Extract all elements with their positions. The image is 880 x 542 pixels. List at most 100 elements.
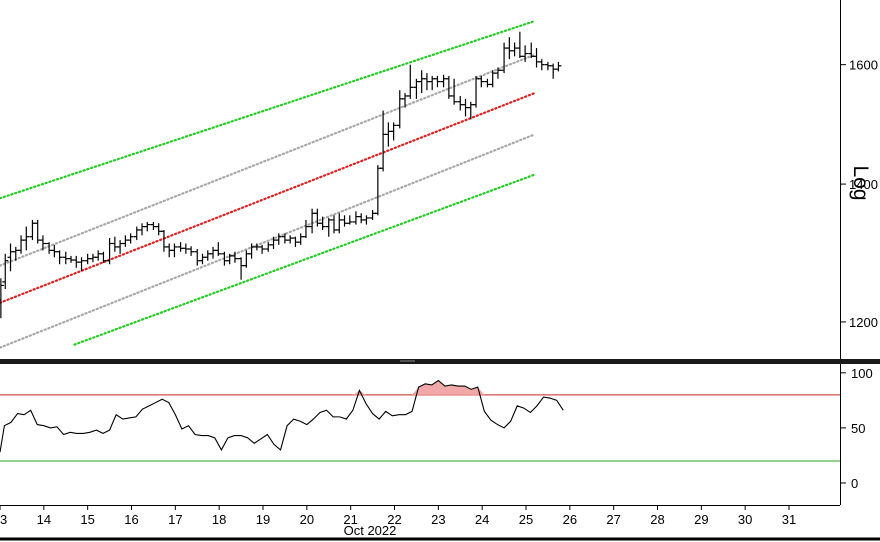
ohlc-bar [182, 243, 189, 254]
ohlc-bar [46, 242, 53, 254]
x-tick-label: 30 [738, 512, 752, 527]
ohlc-bar [302, 219, 309, 239]
ohlc-bar [434, 75, 441, 88]
price-y-tick-label: 1400 [849, 177, 878, 192]
ohlc-bar [144, 221, 151, 232]
x-tick-label: 16 [124, 512, 138, 527]
ohlc-bar [292, 236, 299, 247]
osc-y-tick-label: 50 [851, 421, 865, 436]
ohlc-bar [489, 70, 496, 88]
ohlc-bar [210, 246, 217, 259]
ohlc-bar [160, 229, 167, 252]
ohlc-bar [194, 248, 201, 266]
ohlc-bar [325, 217, 332, 237]
ohlc-bar [413, 78, 420, 99]
ohlc-bar [2, 253, 9, 290]
ohlc-bar [265, 242, 272, 252]
ohlc-bar [122, 235, 129, 247]
x-tick-label: 31 [782, 512, 796, 527]
ohlc-bar [363, 215, 370, 225]
x-tick-label: 17 [168, 512, 182, 527]
x-tick-label: 14 [37, 512, 51, 527]
x-tick-label: 29 [694, 512, 708, 527]
ohlc-bar [287, 235, 294, 244]
ohlc-bar [484, 78, 491, 88]
oscillator-panel: 0 50 100 [0, 364, 873, 506]
price-y-tick-label: 1200 [849, 315, 878, 330]
osc-y-tick-label: 100 [851, 366, 873, 381]
ohlc-bar [346, 215, 353, 225]
ohlc-bar [7, 243, 14, 272]
ohlc-bar [544, 61, 551, 71]
ohlc-bar [457, 95, 464, 111]
ohlc-bar [133, 226, 140, 241]
x-tick-label: 13 [0, 512, 7, 527]
ohlc-bar [253, 243, 260, 251]
ohlc-bar [418, 70, 425, 94]
ohlc-bar [494, 67, 501, 79]
ohlc-bar [18, 235, 25, 254]
ohlc-bar [111, 236, 118, 252]
ohlc-bar [56, 250, 63, 265]
ohlc-bar [84, 253, 91, 265]
ohlc-bar [259, 244, 266, 254]
x-tick-label: 27 [606, 512, 620, 527]
x-tick-label: 22 [387, 512, 401, 527]
x-tick-label: 28 [650, 512, 664, 527]
ohlc-bar [231, 251, 238, 263]
ohlc-bar [309, 208, 316, 234]
ohlc-bar [39, 235, 46, 251]
ohlc-bar [319, 216, 326, 230]
x-month-label: Oct 2022 [344, 523, 397, 538]
ohlc-bar [374, 165, 381, 216]
ohlc-bar [380, 110, 387, 172]
x-tick-label: 25 [519, 512, 533, 527]
ohlc-bar [341, 215, 348, 227]
ohlc-bar [407, 64, 414, 99]
ohlc-bar [275, 233, 282, 245]
channel-line-upper-green [0, 19, 536, 200]
ohlc-bar [215, 242, 222, 256]
ohlc-bar [0, 278, 4, 319]
ohlc-bar [139, 223, 146, 236]
ohlc-bar [89, 253, 96, 263]
ohlc-bar [150, 221, 157, 230]
channel-line-lower-green [73, 173, 536, 346]
ohlc-bar [506, 37, 513, 60]
ohlc-bar [78, 257, 85, 272]
x-tick-label: 18 [212, 512, 226, 527]
ohlc-bar [423, 73, 430, 91]
ohlc-bar [511, 42, 518, 57]
ohlc-bar [62, 251, 69, 265]
ohlc-bar [390, 122, 397, 141]
ohlc-bar [358, 213, 365, 224]
ohlc-bar [385, 122, 392, 147]
ohlc-bar [533, 48, 540, 68]
x-tick-label: 21 [343, 512, 357, 527]
ohlc-bar [199, 253, 206, 265]
ohlc-bar [171, 243, 178, 258]
ohlc-bar [516, 31, 523, 58]
ohlc-bar [34, 219, 41, 244]
osc-y-tick-label: 0 [851, 476, 858, 491]
panel-divider[interactable] [0, 359, 880, 364]
ohlc-bar [297, 233, 304, 245]
ohlc-bar [166, 243, 173, 258]
ohlc-bar [68, 255, 75, 263]
x-tick-label: 20 [300, 512, 314, 527]
osc-overbought-fill [352, 390, 367, 395]
ohlc-bar [155, 223, 162, 236]
osc-series-line [0, 379, 564, 453]
ohlc-bar [314, 208, 321, 227]
channel-line-middle-red [0, 91, 536, 304]
channel-line-lower-grey [0, 133, 536, 349]
osc-overbought-fill [412, 380, 485, 395]
ohlc-bar [73, 255, 80, 268]
ohlc-bar [106, 238, 113, 265]
ohlc-bar [51, 244, 58, 258]
ohlc-bar [429, 75, 436, 91]
ohlc-bar [177, 242, 184, 252]
ohlc-bar [478, 75, 485, 88]
x-tick-label: 23 [431, 512, 445, 527]
